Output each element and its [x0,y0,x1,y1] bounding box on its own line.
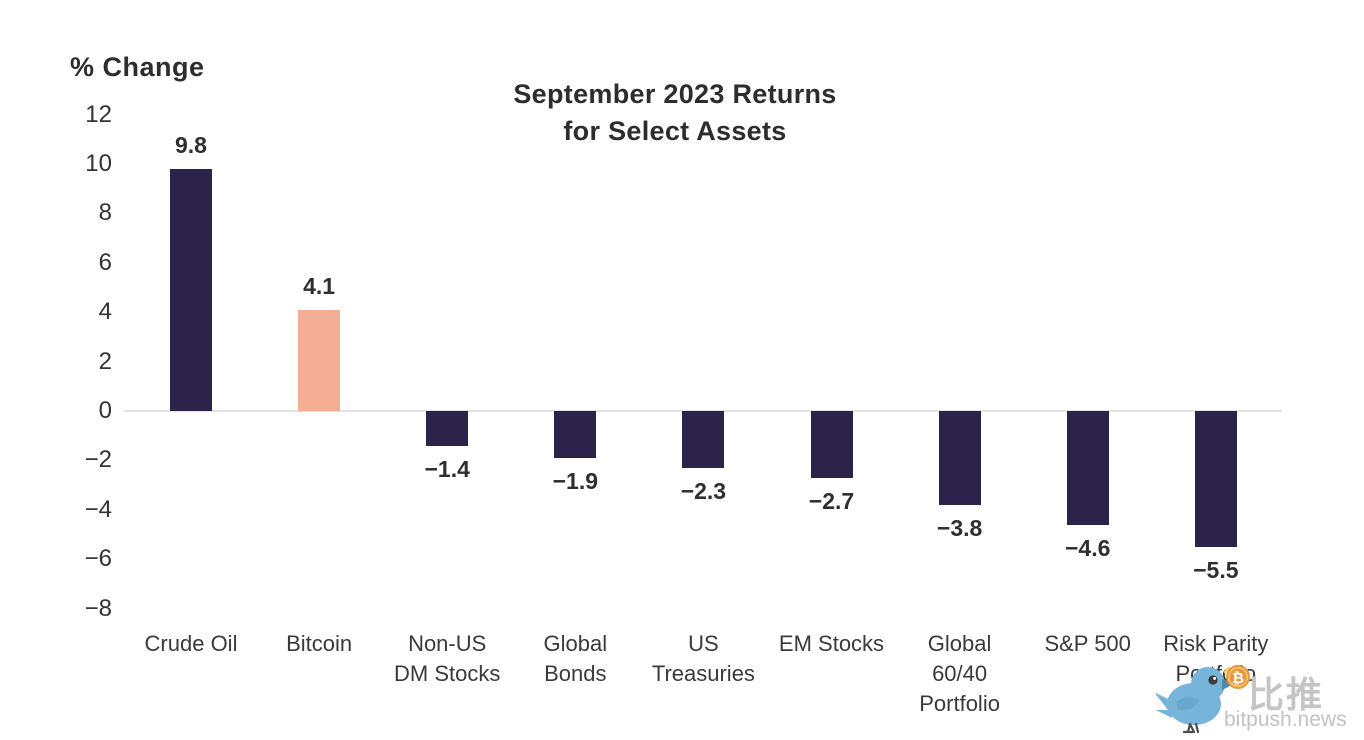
x-label-us-treasuries: US [688,631,719,656]
value-label-global-60-40-portfolio: −3.8 [936,514,983,541]
y-tick-8: 8 [98,199,112,227]
x-label-risk-parity-portfolio: Risk Parity [1163,631,1269,656]
x-label-non-us-dm-stocks: Non-US [408,631,487,656]
bar-em-stocks [810,411,853,478]
x-label-crude-oil: Crude Oil [144,631,238,656]
x-label-em-stocks: EM Stocks [778,631,885,656]
value-label-bitcoin: 4.1 [303,272,336,299]
watermark-brand-cn: 比推 [1248,674,1325,715]
x-label-us-treasuries-line-2: Treasuries [651,661,755,686]
value-label-us-treasuries: −2.3 [680,477,727,504]
y-tick--2: −2 [84,446,112,474]
watermark: ₿ 比推 bitpush.news [1156,658,1356,736]
bar-us-treasuries [682,411,725,468]
y-tick--4: −4 [84,495,112,523]
value-label-em-stocks: −2.7 [808,487,855,514]
bar-bitcoin [298,309,341,411]
watermark-brand-domain: bitpush.news [1224,708,1347,731]
value-label-global-bonds: −1.9 [552,467,598,494]
y-tick-6: 6 [98,248,112,276]
y-tick--6: −6 [84,545,112,573]
value-label-s-p-500: −4.6 [1064,534,1111,561]
value-label-crude-oil: 9.8 [175,131,207,158]
bar-non-us-dm-stocks [426,411,469,446]
bird-with-bitcoin-icon: ₿ [1156,665,1250,734]
chart-title: September 2023 Returns for Select Assets [430,76,920,150]
y-tick-4: 4 [98,298,112,326]
bar-global-60-40-portfolio [938,411,981,505]
x-label-global-60-40-portfolio-line-2: 60/40 [932,661,988,686]
x-label-bitcoin: Bitcoin [286,631,353,656]
x-label-global-bonds-line-2: Bonds [544,661,607,686]
chart-title-line-2: for Select Assets [563,116,787,146]
svg-text:₿: ₿ [1232,669,1244,687]
x-label-s-p-500: S&P 500 [1044,631,1131,656]
bar-s-p-500 [1066,411,1109,525]
chart-title-line-1: September 2023 Returns [513,79,837,109]
y-tick-12: 12 [85,100,112,128]
value-label-non-us-dm-stocks: −1.4 [424,455,470,482]
x-label-global-60-40-portfolio: Global [927,631,992,656]
y-tick-0: 0 [98,397,112,424]
bar-crude-oil [170,168,212,411]
x-label-non-us-dm-stocks-line-2: DM Stocks [394,661,501,686]
y-tick-2: 2 [98,347,112,375]
bar-global-bonds [554,411,597,458]
y-tick--8: −8 [84,594,112,622]
y-tick-10: 10 [85,150,112,177]
value-label-risk-parity-portfolio: −5.5 [1193,556,1239,583]
x-label-global-60-40-portfolio-line-3: Portfolio [919,691,1000,716]
bar-risk-parity-portfolio [1194,411,1237,547]
y-axis-title: % Change [70,52,205,82]
x-label-global-bonds: Global [543,631,608,656]
